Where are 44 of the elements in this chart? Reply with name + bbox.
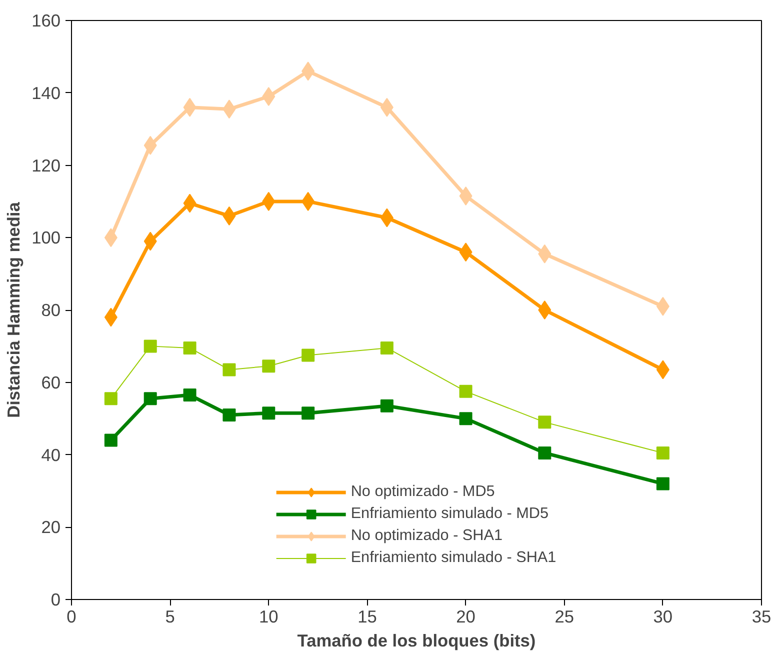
point xyxy=(538,416,552,429)
point xyxy=(183,341,196,354)
point xyxy=(538,300,552,320)
point xyxy=(380,399,394,412)
legend-label: Enfriamiento simulado - SHA1 xyxy=(350,549,556,567)
point xyxy=(459,412,472,426)
point xyxy=(222,363,236,376)
point xyxy=(302,406,315,420)
y-tick-label: 40 xyxy=(41,444,61,465)
y-tick-label: 20 xyxy=(41,517,61,538)
point xyxy=(144,340,157,353)
x-tick-label: 20 xyxy=(456,606,476,626)
point xyxy=(262,406,276,420)
x-tick-label: 30 xyxy=(653,606,673,626)
y-axis-title: Distancia Hamming media xyxy=(4,202,24,418)
point xyxy=(459,384,472,398)
legend-label: No optimizado - SHA1 xyxy=(350,527,502,545)
point xyxy=(380,341,394,354)
y-tick-label: 160 xyxy=(32,10,61,30)
point xyxy=(302,348,315,362)
point xyxy=(104,434,118,447)
x-axis-title: Tamaño de los bloques (bits) xyxy=(297,630,536,650)
x-tick-label: 5 xyxy=(165,606,175,626)
x-tick-label: 25 xyxy=(554,606,574,626)
legend-label: Enfriamiento simulado - MD5 xyxy=(350,505,548,523)
y-tick-label: 0 xyxy=(50,590,61,610)
y-tick-label: 120 xyxy=(32,155,61,176)
y-tick-label: 100 xyxy=(32,228,61,248)
point xyxy=(656,446,670,460)
y-tick-label: 140 xyxy=(32,82,61,103)
x-tick-label: 10 xyxy=(259,606,278,626)
y-tick-label: 60 xyxy=(41,372,61,392)
point xyxy=(262,360,276,373)
x-tick-label: 0 xyxy=(66,606,76,626)
point xyxy=(104,392,118,406)
x-tick-label: 15 xyxy=(358,606,377,626)
point xyxy=(183,388,196,402)
point xyxy=(656,477,670,490)
point xyxy=(144,392,157,406)
point xyxy=(222,408,236,422)
point xyxy=(538,446,552,460)
legend-label: No optimizado - MD5 xyxy=(350,483,495,501)
y-tick-label: 80 xyxy=(41,300,61,320)
x-tick-label: 35 xyxy=(752,606,772,626)
